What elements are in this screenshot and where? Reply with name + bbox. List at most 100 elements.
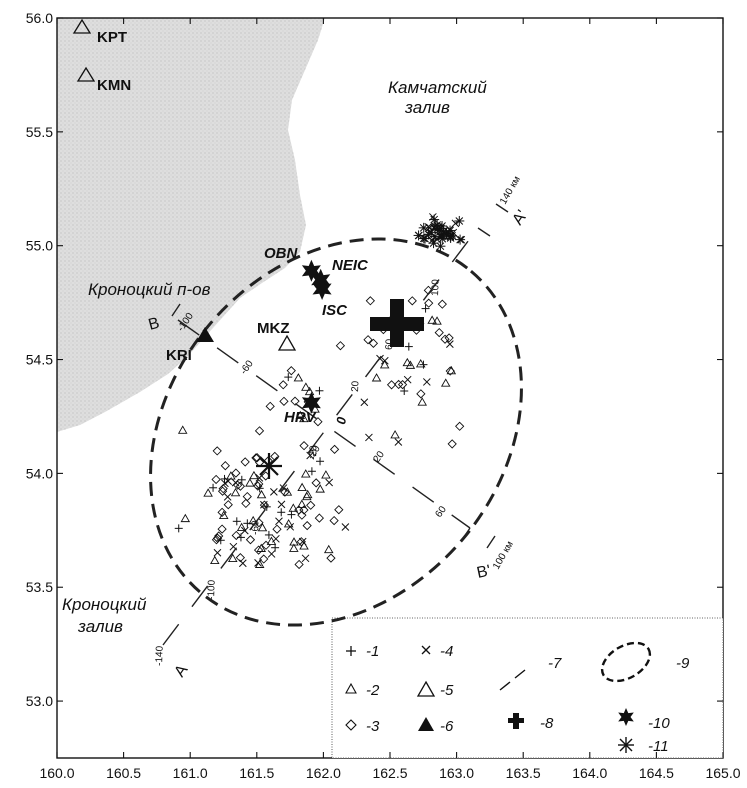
aftershock-diamond-icon [394, 379, 404, 390]
aftershock-asterisk-icon [455, 234, 466, 245]
aftershock-diamond-icon [326, 553, 336, 563]
aftershock-cross-icon [325, 478, 334, 487]
aftershock-diamond-icon [279, 396, 289, 406]
aftershock-triangle-icon [302, 489, 313, 499]
legend-label-3: -3 [366, 718, 380, 735]
aftershock-diamond-icon [212, 533, 223, 543]
profile-a-tick-label: -100 [206, 579, 218, 600]
aftershock-diamond-icon [280, 487, 290, 497]
legend-item-8: -8 [508, 713, 554, 732]
open-triangle-icon [72, 18, 92, 34]
legend-item-3: -3 [345, 718, 380, 735]
station-label-kmn: KMN [97, 77, 131, 94]
aftershock-cross-icon [238, 559, 247, 568]
aftershock-plus-icon [287, 510, 296, 519]
profile-b-b [171, 303, 496, 549]
aftershock-symbols [174, 213, 466, 570]
legend-item-2: -2 [345, 682, 380, 699]
open-triangle-icon [277, 334, 297, 351]
aftershock-diamond-icon [231, 530, 241, 541]
aftershock-diamond-icon [306, 500, 316, 510]
aftershock-diamond-icon [334, 505, 344, 515]
main-epicenter-symbol [370, 299, 424, 347]
land-area [57, 18, 325, 432]
aftershock-plus-icon [216, 536, 225, 545]
agency-label-obn: OBN [264, 245, 299, 262]
aftershock-asterisk-icon [454, 215, 465, 226]
aftershock-plus-icon [400, 387, 409, 396]
aftershock-asterisk-icon [437, 233, 448, 244]
aftershock-cross-icon [394, 438, 403, 446]
x-tick-label: 165.0 [705, 765, 740, 781]
x-tick-label: 162.5 [372, 765, 407, 781]
aftershock-plus-icon [421, 304, 430, 313]
x-tick-label: 163.0 [439, 765, 474, 781]
legend-label-4: -4 [440, 643, 453, 660]
aftershock-plus-icon [284, 373, 293, 382]
aftershock-plus-icon [316, 457, 325, 466]
legend-label-9: -9 [676, 655, 690, 672]
legend-item-7: -7 [499, 655, 562, 691]
x-tick-label: 161.5 [239, 765, 274, 781]
legend-label-8: -8 [540, 715, 554, 732]
aftershock-triangle-icon [321, 470, 331, 479]
aftershock-diamond-icon [241, 498, 251, 509]
aftershock-plus-icon [232, 517, 241, 526]
aftershock-triangle-icon [249, 470, 259, 480]
x-tick-label: 164.5 [639, 765, 674, 781]
aftershock-diamond-icon [235, 552, 246, 563]
legend-item-9: -9 [600, 641, 690, 683]
aftershock-diamond-icon [329, 515, 339, 526]
aftershock-diamond-icon [233, 480, 243, 490]
aftershock-diamond-icon [290, 396, 300, 406]
aftershock-triangle-icon [210, 555, 220, 565]
aftershock-cross-icon [254, 559, 262, 567]
aftershock-diamond-icon [254, 479, 264, 489]
aftershock-asterisk-icon [423, 229, 434, 240]
aftershock-cross-icon [301, 554, 310, 563]
aftershock-diamond-icon [434, 327, 444, 338]
aftershock-cross-icon [457, 235, 466, 244]
profile-a-tick-label: 20 [350, 380, 361, 392]
agency-label-isc: ISC [322, 302, 348, 319]
profile-b-start-label: B [147, 315, 162, 334]
aftershock-plus-icon [262, 502, 271, 511]
aftershock-diamond-icon [407, 296, 417, 306]
aftershock-diamond-icon [335, 341, 346, 351]
axis-ticks [56, 17, 724, 758]
aftershock-triangle-icon [245, 478, 255, 487]
aftershock-diamond-icon [220, 461, 230, 471]
aftershock-triangle-icon [282, 487, 293, 496]
aftershock-triangle-icon [180, 513, 191, 523]
y-tick-label: 54.0 [26, 465, 53, 481]
aftershock-diamond-icon [242, 491, 252, 502]
profile-b-end-unit: 100 км [491, 539, 516, 571]
aftershock-diamond-icon [278, 380, 288, 390]
x-tick-label: 161.0 [173, 765, 208, 781]
aftershock-diamond-icon [252, 453, 262, 463]
aftershock-diamond-icon [212, 446, 222, 456]
aftershock-diamond-icon [218, 484, 228, 494]
aftershock-triangle-icon [293, 373, 304, 382]
aftershock-triangle-icon [218, 510, 229, 519]
aftershock-diamond-icon [365, 296, 375, 306]
filled-triangle-icon [196, 327, 214, 342]
aftershock-triangle-icon [417, 397, 428, 406]
aftershock-triangle-icon [415, 359, 426, 368]
aftershock-cross-icon [298, 537, 307, 546]
aftershock-diamond-icon [299, 441, 309, 451]
profile-a-tick-label: -20 [308, 445, 320, 460]
legend-label-5: -5 [440, 682, 454, 699]
aftershock-plus-icon [315, 386, 324, 395]
aftershock-asterisk-icon [418, 222, 429, 233]
profile-a-tick-label: 0 [333, 415, 349, 425]
aftershock-diamond-icon [272, 524, 282, 534]
aftershock-diamond-icon [297, 510, 307, 520]
legend: -1 -2 -3 -4 -5 -6 -7 -8 [345, 641, 690, 755]
aftershock-cross-icon [272, 534, 280, 543]
aftershock-plus-icon [174, 524, 183, 533]
aftershock-diamond-icon [253, 545, 264, 555]
bay-north-label-2: залив [404, 98, 450, 117]
aftershock-triangle-icon [257, 522, 268, 532]
y-tick-label: 54.5 [26, 352, 53, 368]
